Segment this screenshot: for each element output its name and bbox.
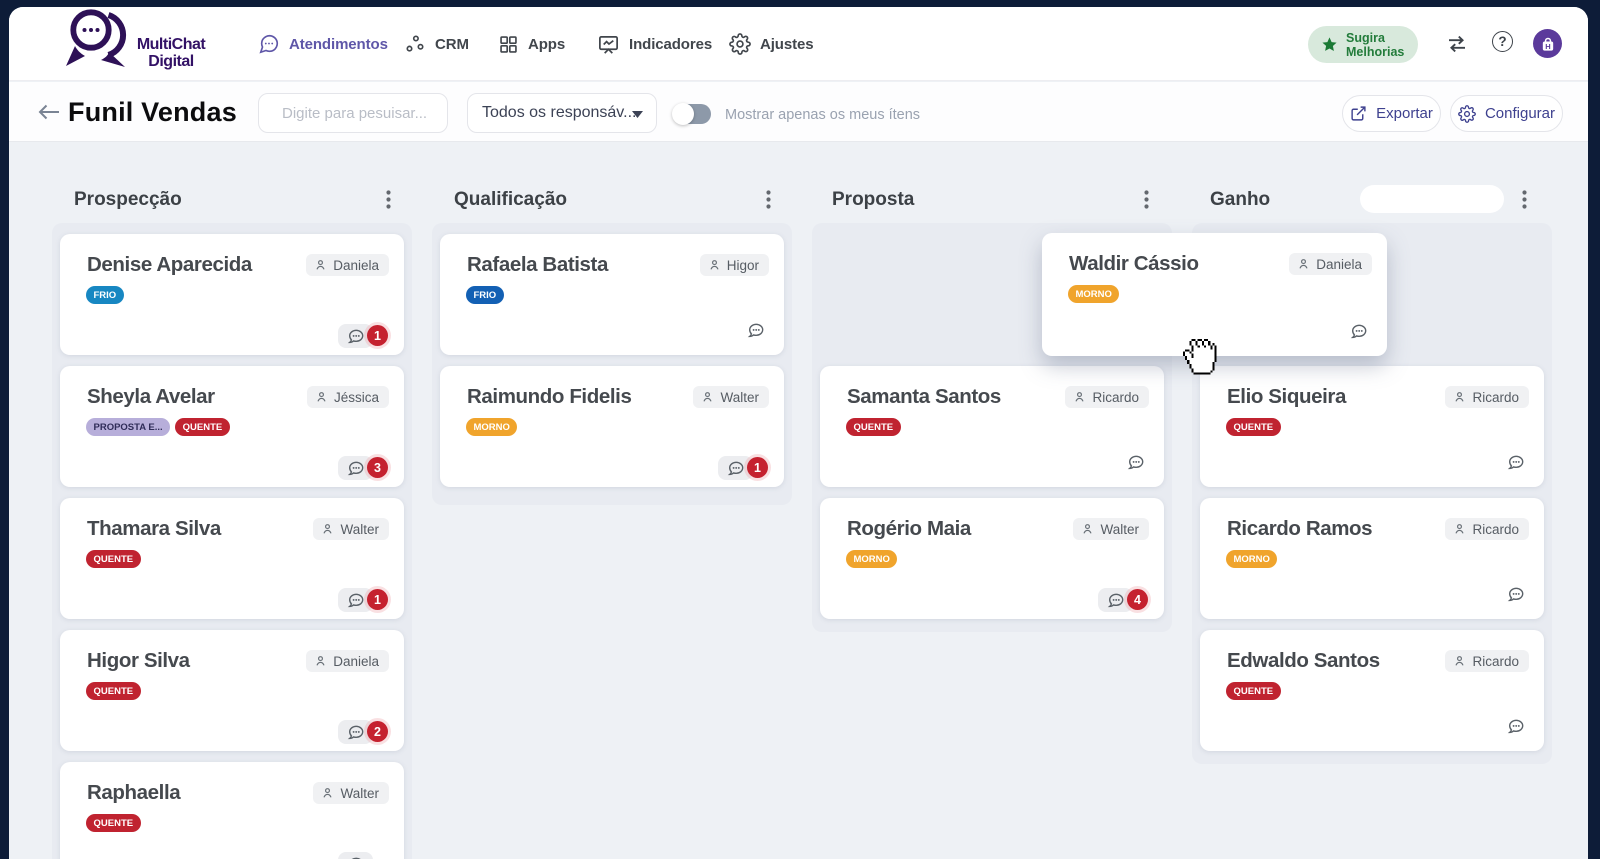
- svg-text:H: H: [1545, 41, 1550, 50]
